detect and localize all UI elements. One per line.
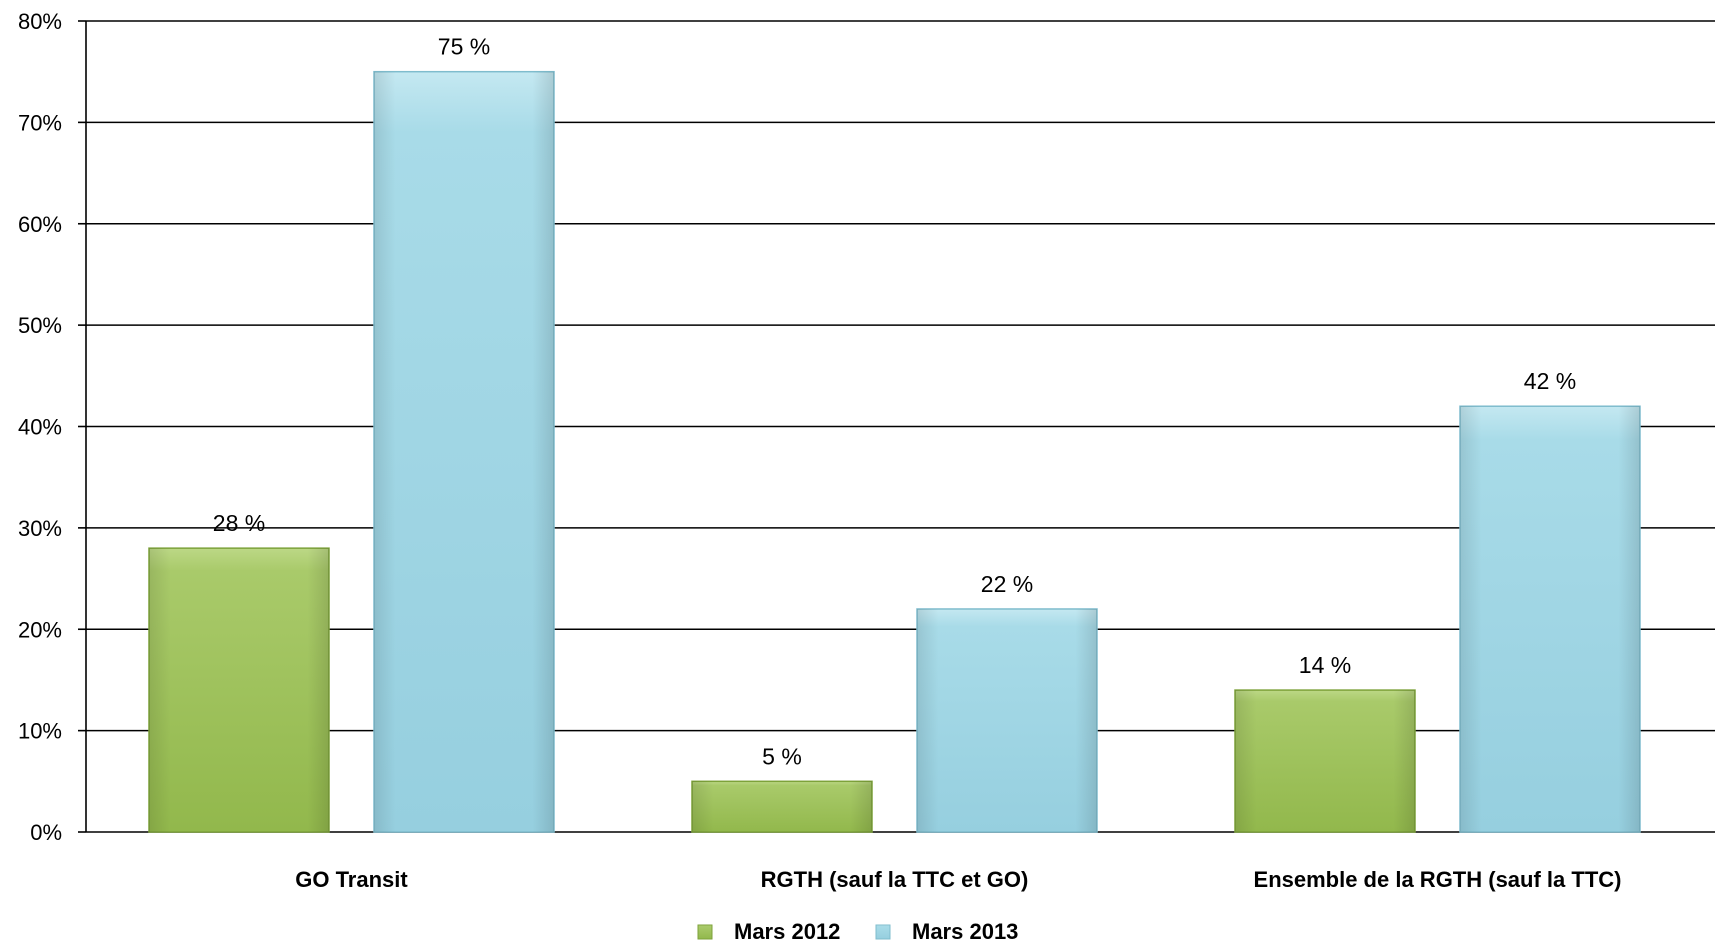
bar-shading — [1460, 406, 1640, 832]
x-category-label: RGTH (sauf la TTC et GO) — [761, 867, 1029, 892]
data-label: 22 % — [981, 571, 1033, 597]
x-category-label: GO Transit — [295, 867, 408, 892]
y-tick-label: 70% — [18, 110, 62, 135]
y-axis-ticks: 0% 10% 20% 30% 40% 50% 60% 70% 80% — [18, 9, 86, 845]
x-category-label: Ensemble de la RGTH (sauf la TTC) — [1254, 867, 1622, 892]
bars — [148, 70, 1641, 833]
bar-shading — [374, 71, 554, 832]
legend-label: Mars 2012 — [734, 919, 840, 942]
legend-label: Mars 2013 — [912, 919, 1018, 942]
y-tick-label: 50% — [18, 313, 62, 338]
y-tick-label: 20% — [18, 617, 62, 642]
gridlines — [85, 20, 1715, 833]
data-label: 5 % — [762, 743, 802, 769]
y-tick-label: 0% — [30, 820, 62, 845]
bar-shading — [917, 608, 1097, 832]
data-label: 14 % — [1299, 652, 1351, 678]
x-axis-categories: GO Transit RGTH (sauf la TTC et GO) Ensemb… — [295, 867, 1621, 892]
data-label: 42 % — [1524, 368, 1576, 394]
bar-shading — [149, 548, 329, 832]
bar-shading — [692, 781, 872, 832]
y-tick-label: 40% — [18, 415, 62, 440]
legend-swatch — [875, 924, 891, 940]
y-tick-label: 30% — [18, 516, 62, 541]
bar-shading — [1235, 690, 1415, 832]
data-labels: 28 % 75 % 5 % 22 % 14 % 42 % — [213, 34, 1576, 770]
legend: Mars 2012 Mars 2013 — [697, 919, 1018, 942]
data-label: 75 % — [438, 34, 490, 60]
legend-swatch — [697, 924, 713, 940]
data-label: 28 % — [213, 510, 265, 536]
y-tick-label: 80% — [18, 9, 62, 34]
y-tick-label: 10% — [18, 719, 62, 744]
y-tick-label: 60% — [18, 212, 62, 237]
